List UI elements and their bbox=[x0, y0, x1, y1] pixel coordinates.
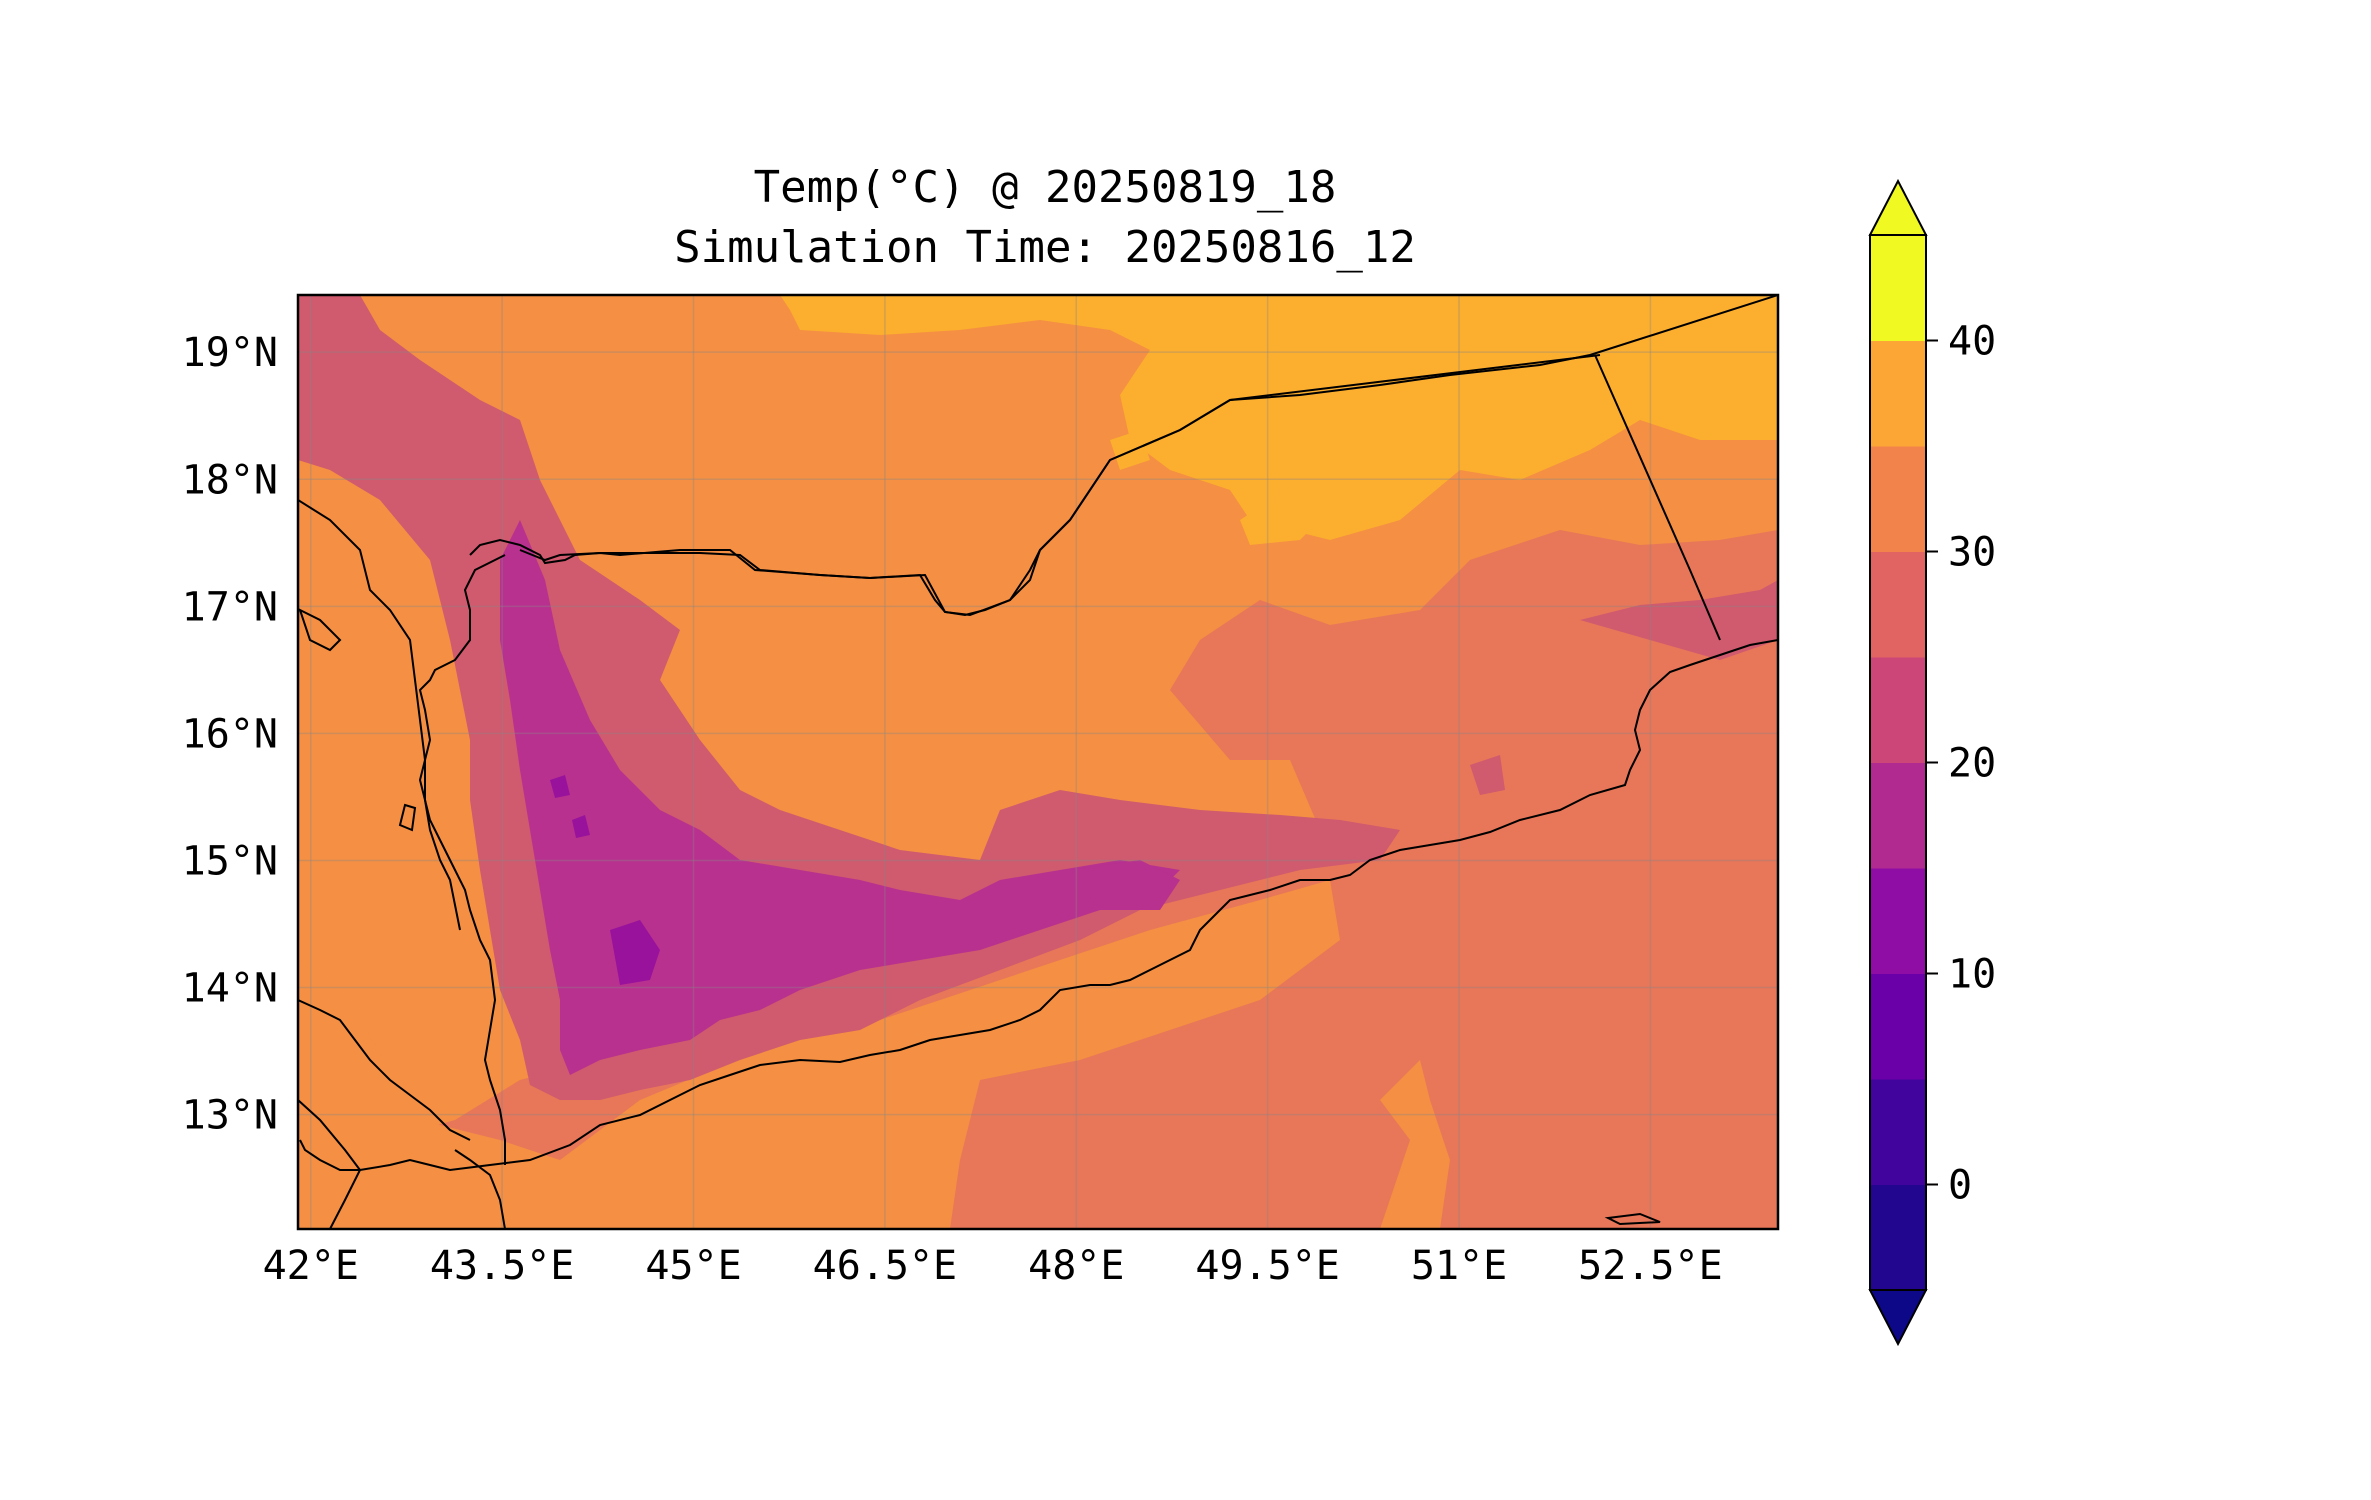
contour-15-20-east bbox=[1070, 860, 1180, 910]
lon-tick-label: 52.5°E bbox=[1578, 1243, 1723, 1289]
colorbar-segment bbox=[1870, 235, 1926, 341]
border-somalia bbox=[454, 1149, 506, 1229]
lat-tick-label: 14°N bbox=[182, 966, 278, 1012]
contour-20-25-east bbox=[1580, 580, 1778, 660]
colorbar-segment bbox=[1870, 1079, 1926, 1185]
colorbar-extend-min bbox=[1868, 1289, 1928, 1347]
coastlines bbox=[298, 295, 1778, 1229]
colorbar-segment bbox=[1870, 762, 1926, 869]
island-dahlak bbox=[298, 608, 342, 652]
border-yemen-oman bbox=[1594, 354, 1721, 641]
colorbar-tick-label: 10 bbox=[1948, 952, 1996, 998]
lon-tick-label: 42°E bbox=[263, 1243, 359, 1289]
contour-35-40-patch bbox=[1240, 480, 1330, 545]
contour-30-35-south bbox=[300, 880, 1340, 1229]
chart-subtitle: Simulation Time: 20250816_12 bbox=[674, 222, 1416, 273]
coastline-eritrea bbox=[298, 499, 461, 931]
lat-tick-label: 19°N bbox=[182, 330, 278, 376]
lon-tick-label: 43.5°E bbox=[430, 1243, 575, 1289]
colorbar-tick-label: 20 bbox=[1948, 741, 1996, 787]
coastline-yemen bbox=[469, 295, 1778, 617]
border-yemen-saudi bbox=[519, 354, 1601, 617]
longitude-axis: 42°E 43.5°E 45°E 46.5°E 48°E 49.5°E 51°E 52.5°E bbox=[263, 1243, 1723, 1289]
lon-tick-label: 46.5°E bbox=[813, 1243, 958, 1289]
contour-15-20 bbox=[500, 520, 1180, 1075]
lat-tick-label: 13°N bbox=[182, 1093, 278, 1139]
contour-10-15-3 bbox=[572, 815, 590, 838]
map-panel: 42°E 43.5°E 45°E 46.5°E 48°E 49.5°E 51°E 52.5°E… bbox=[182, 293, 1780, 1289]
lat-tick-label: 17°N bbox=[182, 584, 278, 630]
colorbar-segment bbox=[1870, 657, 1926, 763]
gridlines bbox=[298, 295, 1778, 1229]
lat-tick-label: 16°N bbox=[182, 711, 278, 757]
colorbar-extend-max bbox=[1868, 178, 1928, 236]
colorbar-segment bbox=[1870, 868, 1926, 974]
lon-tick-label: 49.5°E bbox=[1195, 1243, 1340, 1289]
colorbar: 40 30 20 10 0 bbox=[1868, 178, 1996, 1347]
contour-30-35-east bbox=[1380, 1060, 1450, 1229]
contour-35-40 bbox=[780, 295, 1778, 540]
latitude-axis: 19°N 18°N 17°N 16°N 15°N 14°N 13°N bbox=[182, 330, 278, 1138]
colorbar-segment bbox=[1870, 551, 1926, 658]
colorbar-tick-label: 0 bbox=[1948, 1163, 1972, 1209]
contour-35-40-patch-2 bbox=[1110, 430, 1150, 470]
coastline-africa bbox=[298, 1099, 362, 1229]
contour-10-15 bbox=[610, 920, 660, 985]
colorbar-tick-label: 40 bbox=[1948, 319, 1996, 365]
colorbar-segment bbox=[1870, 1184, 1926, 1291]
colorbar-segment bbox=[1870, 973, 1926, 1080]
lon-tick-label: 45°E bbox=[645, 1243, 741, 1289]
colorbar-segment bbox=[1870, 446, 1926, 552]
contour-20-25-dot bbox=[1470, 755, 1505, 795]
lat-tick-label: 18°N bbox=[182, 457, 278, 503]
colorbar-segment bbox=[1870, 340, 1926, 447]
map-frame bbox=[296, 293, 1780, 1231]
lon-tick-label: 48°E bbox=[1028, 1243, 1124, 1289]
lon-tick-label: 51°E bbox=[1411, 1243, 1507, 1289]
island-kamaran bbox=[398, 803, 417, 832]
colorbar-tick-label: 30 bbox=[1948, 530, 1996, 576]
contour-10-15-2 bbox=[550, 775, 570, 798]
coastline-south bbox=[299, 639, 1778, 1172]
coastline-djibouti bbox=[298, 999, 471, 1141]
island-socotra bbox=[1604, 1212, 1661, 1226]
chart-title: Temp(°C) @ 20250819_18 bbox=[753, 162, 1337, 213]
lat-tick-label: 15°N bbox=[182, 838, 278, 884]
temperature-field bbox=[298, 295, 1778, 1229]
